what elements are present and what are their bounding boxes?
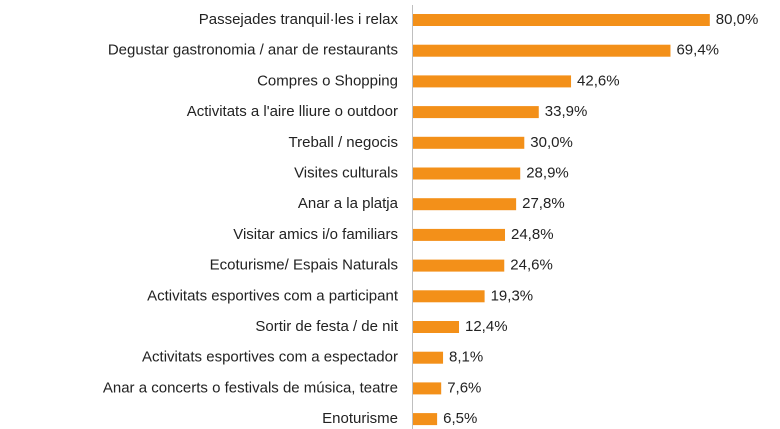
- bar: [413, 198, 517, 211]
- value-label: 27,8%: [522, 195, 565, 212]
- category-label: Treball / negocis: [289, 134, 399, 151]
- value-label: 30,0%: [530, 134, 573, 151]
- bar: [413, 351, 444, 364]
- bar: [413, 290, 485, 303]
- value-label: 19,3%: [491, 287, 534, 304]
- category-label: Ecoturisme/ Espais Naturals: [210, 257, 398, 274]
- bar: [413, 106, 539, 119]
- value-label: 8,1%: [449, 349, 483, 366]
- category-label: Passejades tranquil·les i relax: [199, 11, 399, 28]
- bar: [413, 44, 671, 57]
- category-label: Anar a concerts o festivals de música, t…: [103, 379, 398, 396]
- value-label: 42,6%: [577, 72, 620, 89]
- value-label: 24,6%: [510, 257, 553, 274]
- category-label: Activitats esportives com a participant: [147, 287, 399, 304]
- value-label: 69,4%: [676, 42, 719, 59]
- bar: [413, 75, 572, 88]
- value-label: 28,9%: [526, 164, 569, 181]
- value-label: 6,5%: [443, 410, 477, 427]
- category-label: Sortir de festa / de nit: [255, 318, 398, 335]
- bar: [413, 228, 506, 241]
- value-label: 12,4%: [465, 318, 508, 335]
- bar: [413, 382, 442, 395]
- category-label: Anar a la platja: [298, 195, 399, 212]
- category-label: Compres o Shopping: [257, 72, 398, 89]
- category-label: Enoturisme: [322, 410, 398, 427]
- bar: [413, 167, 521, 180]
- value-label: 80,0%: [716, 11, 759, 28]
- bar: [413, 413, 438, 426]
- value-label: 24,8%: [511, 226, 554, 243]
- value-label: 33,9%: [545, 103, 588, 120]
- value-label: 7,6%: [447, 379, 481, 396]
- category-label: Visitar amics i/o familiars: [233, 226, 398, 243]
- category-label: Visites culturals: [294, 164, 398, 181]
- category-label: Activitats a l'aire lliure o outdoor: [187, 103, 398, 120]
- bar: [413, 136, 525, 149]
- bar: [413, 259, 505, 272]
- category-label: Activitats esportives com a espectador: [142, 349, 398, 366]
- category-label: Degustar gastronomia / anar de restauran…: [108, 42, 398, 59]
- bar: [413, 14, 710, 26]
- bar: [413, 321, 460, 333]
